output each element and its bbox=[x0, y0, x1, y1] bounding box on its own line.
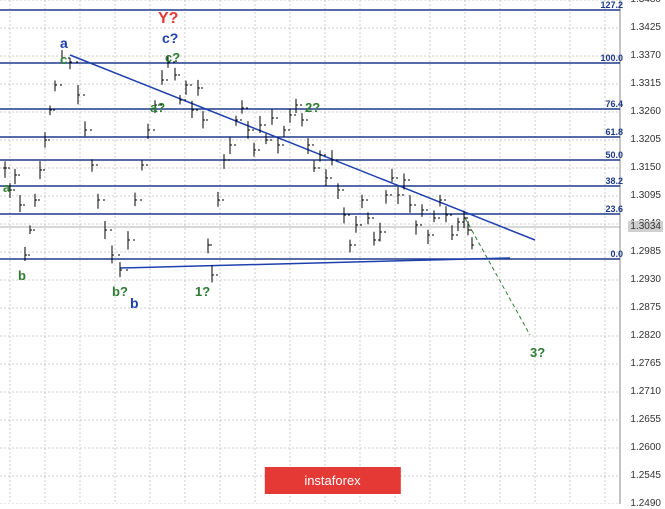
wave-label: b bbox=[130, 295, 139, 311]
wave-label: b bbox=[18, 268, 26, 283]
chart-svg bbox=[0, 0, 665, 504]
price-tick-label: 1.2545 bbox=[628, 470, 663, 481]
fib-level-label: 38.2 bbox=[605, 176, 623, 186]
wave-label: 1? bbox=[195, 284, 210, 299]
fib-level-label: 76.4 bbox=[605, 99, 623, 109]
price-tick-label: 1.3480 bbox=[628, 0, 663, 5]
fib-level-label: 61.8 bbox=[605, 127, 623, 137]
watermark-text: instaforex bbox=[304, 473, 360, 488]
wave-label: 3? bbox=[530, 345, 545, 360]
price-tick-label: 1.3205 bbox=[628, 134, 663, 145]
price-tick-label: 1.3095 bbox=[628, 190, 663, 201]
wave-label: 2? bbox=[305, 100, 320, 115]
fib-level-label: 50.0 bbox=[605, 150, 623, 160]
price-tick-label: 1.3315 bbox=[628, 78, 663, 89]
wave-label: c bbox=[60, 52, 67, 67]
price-tick-label: 1.2930 bbox=[628, 274, 663, 285]
fib-level-label: 100.0 bbox=[600, 53, 623, 63]
price-tick-label: 1.2765 bbox=[628, 358, 663, 369]
price-tick-label: 1.3260 bbox=[628, 106, 663, 117]
price-tick-label: 1.3370 bbox=[628, 50, 663, 61]
wave-label: a? bbox=[150, 100, 165, 115]
price-tick-label: 1.2600 bbox=[628, 442, 663, 453]
wave-label: a bbox=[60, 35, 68, 51]
wave-label: Y? bbox=[158, 10, 178, 28]
price-tick-label: 1.2985 bbox=[628, 246, 663, 257]
chart-container bbox=[0, 0, 665, 504]
wave-label: c? bbox=[165, 50, 180, 65]
wave-label: c? bbox=[162, 30, 178, 46]
fib-level-label: 0.0 bbox=[610, 249, 623, 259]
current-price-label: 1.3034 bbox=[628, 221, 663, 232]
price-tick-label: 1.3425 bbox=[628, 22, 663, 33]
price-tick-label: 1.3150 bbox=[628, 162, 663, 173]
price-tick-label: 1.2875 bbox=[628, 302, 663, 313]
watermark-badge: instaforex bbox=[264, 467, 400, 494]
price-tick-label: 1.2710 bbox=[628, 386, 663, 397]
wave-label: b? bbox=[112, 284, 128, 299]
wave-label: a bbox=[3, 180, 10, 195]
fib-level-label: 23.6 bbox=[605, 204, 623, 214]
fib-level-label: 127.2 bbox=[600, 0, 623, 10]
price-tick-label: 1.2820 bbox=[628, 330, 663, 341]
price-tick-label: 1.2655 bbox=[628, 414, 663, 425]
